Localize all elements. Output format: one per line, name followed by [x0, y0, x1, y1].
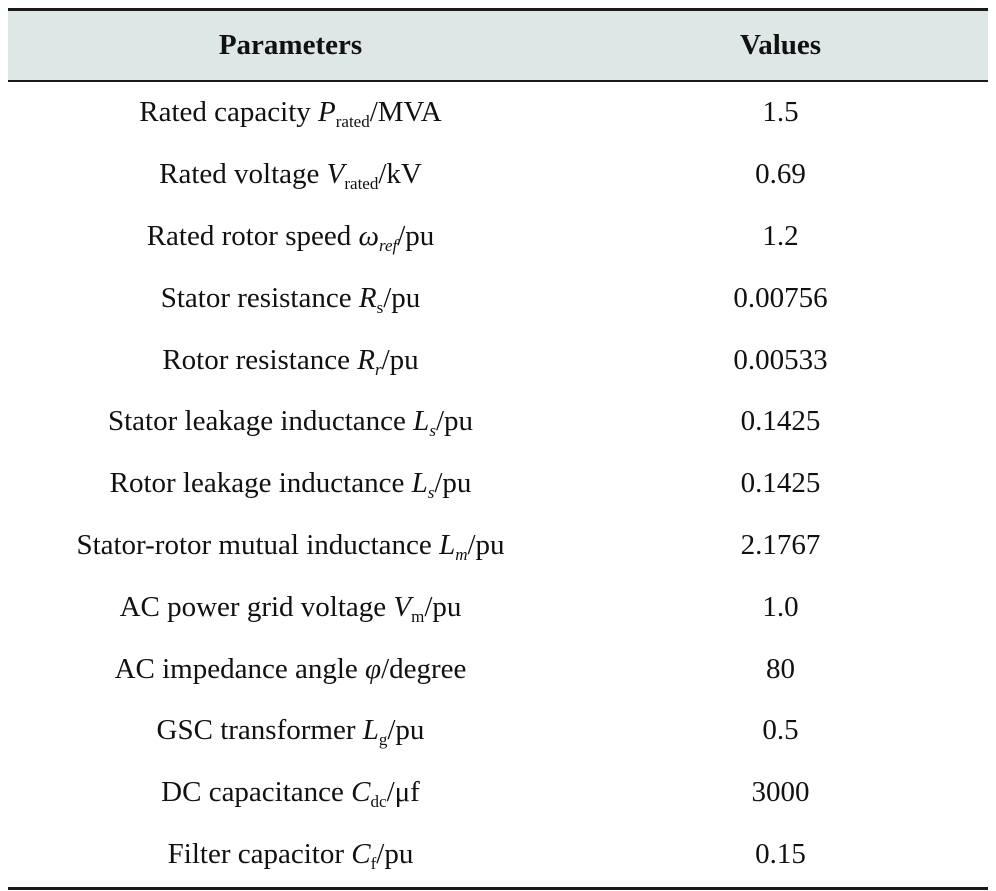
parameter-symbol: P — [318, 96, 336, 129]
parameter-symbol: L — [362, 714, 379, 747]
parameter-cell: Rotor resistance Rr/pu — [8, 343, 573, 379]
parameter-unit: /pu — [383, 281, 421, 314]
parameter-unit: /pu — [467, 528, 505, 561]
parameter-label: Stator-rotor mutual inductance — [76, 528, 440, 561]
parameter-unit: /pu — [381, 343, 419, 376]
parameter-symbol: C — [351, 837, 371, 870]
parameter-subscript: rated — [335, 112, 370, 132]
value-cell: 0.1425 — [740, 405, 821, 438]
header-values: Values — [739, 29, 822, 61]
header-parameters: Parameters — [218, 29, 363, 61]
parameter-cell: Rated capacity Prated/MVA — [8, 96, 573, 132]
value-cell: 0.15 — [755, 837, 806, 870]
value-cell: 0.00533 — [733, 343, 828, 376]
parameter-cell: AC impedance angle φ/degree — [8, 653, 573, 686]
parameter-label: DC capacitance — [161, 776, 352, 809]
parameter-cell: AC power grid voltage Vm/pu — [8, 590, 573, 626]
table-header: Parameters Values — [8, 11, 988, 82]
table-body: Rated capacity Prated/MVA 1.5 Rated voltag… — [8, 82, 988, 885]
table-row: DC capacitance Cdc/μf 3000 — [8, 762, 988, 824]
parameter-label: Rated voltage — [159, 158, 327, 191]
bottom-rule — [8, 887, 988, 891]
value-cell: 1.5 — [762, 96, 799, 129]
table-row: Stator resistance Rs/pu 0.00756 — [8, 267, 988, 329]
parameter-cell: Rated voltage Vrated/kV — [8, 158, 573, 194]
parameter-symbol: ω — [358, 219, 379, 252]
parameters-table: Parameters Values Rated capacity Prated/… — [8, 8, 988, 891]
parameter-label: Rated rotor speed — [146, 219, 359, 252]
parameter-cell: GSC transformer Lg/pu — [8, 714, 573, 750]
parameter-label: Stator resistance — [160, 281, 359, 314]
value-cell: 80 — [766, 652, 795, 685]
parameter-unit: /pu — [376, 837, 414, 870]
table-row: Rotor resistance Rr/pu 0.00533 — [8, 329, 988, 391]
value-cell: 0.1425 — [740, 467, 821, 500]
value-cell: 1.0 — [762, 590, 799, 623]
parameter-cell: DC capacitance Cdc/μf — [8, 776, 573, 812]
parameter-unit: /pu — [397, 219, 435, 252]
table-row: AC impedance angle φ/degree 80 — [8, 638, 988, 700]
parameter-cell: Stator leakage inductance Ls/pu — [8, 405, 573, 441]
parameter-subscript: m — [455, 544, 468, 564]
table-row: Rated capacity Prated/MVA 1.5 — [8, 82, 988, 144]
parameter-symbol: V — [393, 590, 412, 623]
parameter-unit: /pu — [424, 590, 462, 623]
parameter-symbol: L — [413, 405, 430, 438]
parameter-cell: Rated rotor speed ωref/pu — [8, 219, 573, 255]
parameter-unit: /pu — [434, 467, 472, 500]
parameter-unit: /kV — [378, 158, 422, 191]
table-row: Stator-rotor mutual inductance Lm/pu 2.17… — [8, 515, 988, 577]
parameter-label: AC impedance angle — [114, 652, 366, 685]
parameter-unit: /pu — [435, 405, 473, 438]
value-cell: 2.1767 — [740, 528, 821, 561]
table-row: Rated voltage Vrated/kV 0.69 — [8, 144, 988, 206]
parameter-symbol: C — [351, 776, 371, 809]
table-row: Stator leakage inductance Ls/pu 0.1425 — [8, 391, 988, 453]
parameter-subscript: rated — [344, 174, 379, 194]
value-cell: 0.69 — [755, 158, 806, 191]
parameter-cell: Stator-rotor mutual inductance Lm/pu — [8, 528, 573, 564]
value-cell: 3000 — [751, 776, 810, 809]
parameter-subscript: dc — [370, 792, 387, 812]
parameter-subscript: s — [429, 421, 436, 441]
parameter-label: AC power grid voltage — [119, 590, 394, 623]
parameter-cell: Filter capacitor Cf/pu — [8, 837, 573, 873]
top-rule — [8, 8, 988, 11]
parameter-symbol: R — [357, 343, 375, 376]
parameter-symbol: L — [411, 467, 428, 500]
parameter-subscript: r — [374, 359, 382, 379]
parameter-symbol: R — [358, 281, 377, 314]
parameter-label: Filter capacitor — [167, 837, 352, 870]
parameter-subscript: m — [411, 606, 425, 626]
table-row: Rated rotor speed ωref/pu 1.2 — [8, 206, 988, 268]
parameter-unit: /μf — [386, 776, 420, 809]
parameter-label: GSC transformer — [156, 714, 363, 747]
parameter-unit: /pu — [387, 714, 425, 747]
parameter-label: Rotor resistance — [162, 343, 358, 376]
parameter-subscript: g — [378, 730, 388, 750]
parameter-subscript: ref — [378, 235, 398, 255]
parameter-subscript: s — [376, 297, 384, 317]
parameter-symbol: φ — [365, 652, 382, 685]
parameter-subscript: s — [427, 483, 435, 503]
parameter-symbol: L — [439, 528, 456, 561]
parameter-label: Stator leakage inductance — [108, 405, 414, 438]
parameter-unit: /MVA — [369, 96, 442, 129]
table-row: AC power grid voltage Vm/pu 1.0 — [8, 576, 988, 638]
parameter-symbol: V — [326, 158, 345, 191]
value-cell: 0.5 — [762, 714, 799, 747]
table-row: GSC transformer Lg/pu 0.5 — [8, 700, 988, 762]
table-row: Rotor leakage inductance Ls/pu 0.1425 — [8, 453, 988, 515]
parameter-subscript: f — [370, 853, 377, 873]
parameter-unit: /degree — [381, 652, 467, 685]
table-row: Filter capacitor Cf/pu 0.15 — [8, 824, 988, 886]
parameter-label: Rated capacity — [139, 96, 319, 129]
parameter-cell: Rotor leakage inductance Ls/pu — [8, 467, 573, 503]
value-cell: 1.2 — [762, 219, 799, 252]
parameter-cell: Stator resistance Rs/pu — [8, 281, 573, 317]
parameter-label: Rotor leakage inductance — [109, 467, 412, 500]
value-cell: 0.00756 — [733, 281, 828, 314]
